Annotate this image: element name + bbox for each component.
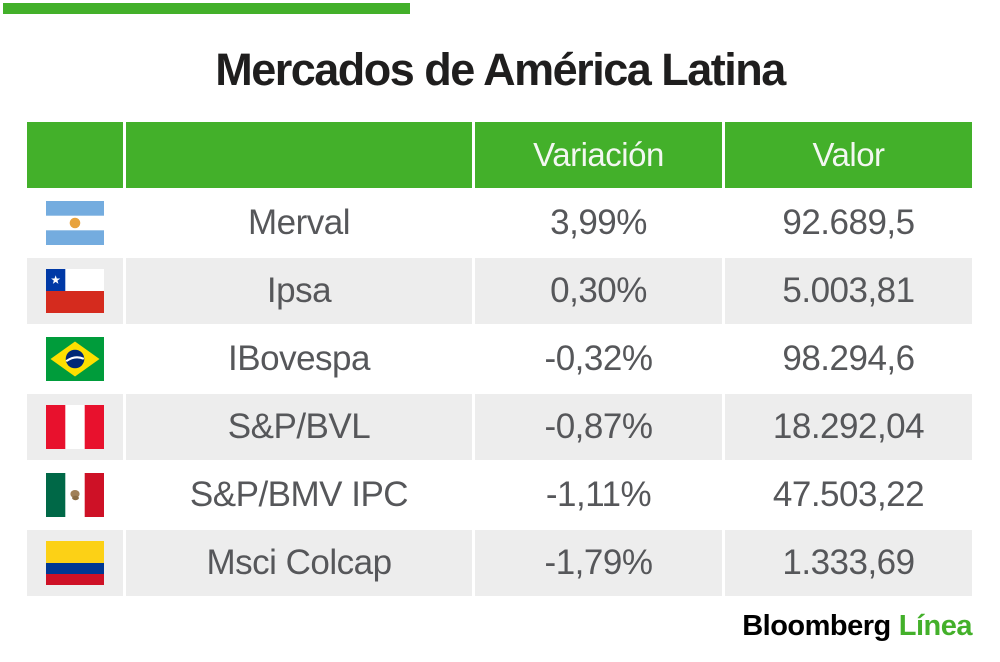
brand-linea-text: Línea xyxy=(898,610,973,642)
index-name: Merval xyxy=(126,190,472,256)
colombia-flag-icon xyxy=(46,541,104,585)
index-valor: 18.292,04 xyxy=(725,394,972,460)
flag-cell xyxy=(27,530,123,596)
mexico-flag-icon xyxy=(46,473,104,517)
index-variacion: -1,11% xyxy=(475,462,722,528)
index-valor: 1.333,69 xyxy=(725,530,972,596)
index-variacion: -1,79% xyxy=(475,530,722,596)
peru-flag-icon xyxy=(46,405,104,449)
markets-table: Variación Valor Merval 3,99% 92.689,5 xyxy=(27,122,972,596)
index-variacion: -0,32% xyxy=(475,326,722,392)
index-name: Ipsa xyxy=(126,258,472,324)
index-variacion: 0,30% xyxy=(475,258,722,324)
header-cell-variacion: Variación xyxy=(475,122,722,188)
index-valor: 47.503,22 xyxy=(725,462,972,528)
header-cell-valor: Valor xyxy=(725,122,972,188)
header-cell-index xyxy=(126,122,472,188)
header-cell-flag xyxy=(27,122,123,188)
index-valor: 92.689,5 xyxy=(725,190,972,256)
bloomberg-linea-logo: Bloomberg Línea xyxy=(742,610,972,643)
flag-cell xyxy=(27,190,123,256)
accent-top-bar xyxy=(3,3,410,14)
index-variacion: 3,99% xyxy=(475,190,722,256)
index-name: Msci Colcap xyxy=(126,530,472,596)
index-name: S&P/BMV IPC xyxy=(126,462,472,528)
index-name: IBovespa xyxy=(126,326,472,392)
flag-cell xyxy=(27,394,123,460)
brand-bloomberg-text: Bloomberg xyxy=(742,610,891,642)
index-variacion: -0,87% xyxy=(475,394,722,460)
flag-cell xyxy=(27,462,123,528)
chile-flag-icon xyxy=(46,269,104,313)
argentina-flag-icon xyxy=(46,201,104,245)
flag-cell xyxy=(27,258,123,324)
flag-cell xyxy=(27,326,123,392)
index-name: S&P/BVL xyxy=(126,394,472,460)
index-valor: 98.294,6 xyxy=(725,326,972,392)
brazil-flag-icon xyxy=(46,337,104,381)
page-title: Mercados de América Latina xyxy=(215,44,786,95)
index-valor: 5.003,81 xyxy=(725,258,972,324)
